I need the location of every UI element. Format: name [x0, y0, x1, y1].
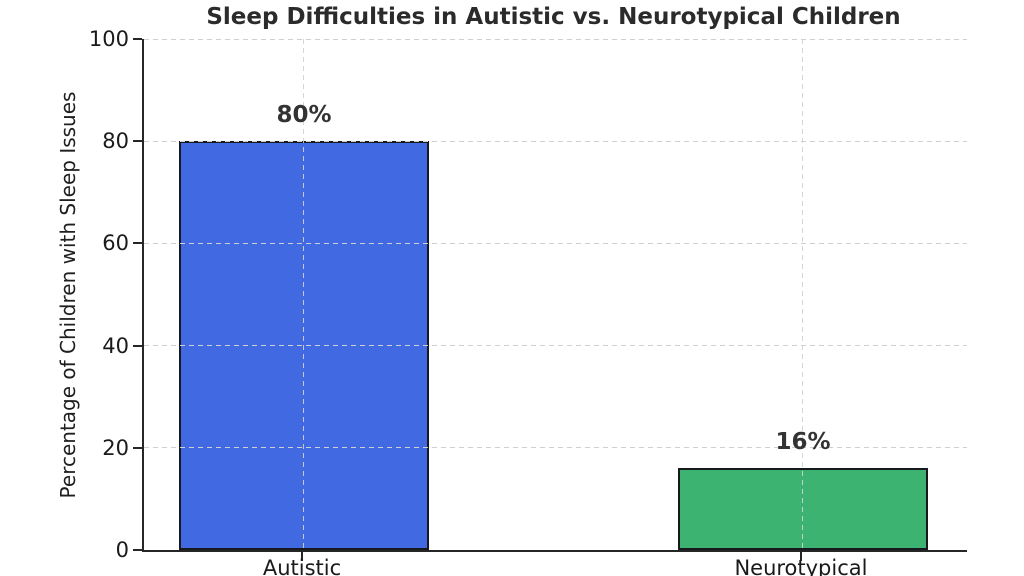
y-tick-mark-100: [133, 38, 142, 40]
grid-line-y-100: [144, 38, 967, 40]
grid-line-y-40: [144, 345, 967, 347]
y-tick-mark-40: [133, 344, 142, 347]
grid-line-y-20: [144, 447, 967, 449]
y-tick-label-40: 40: [102, 333, 129, 358]
y-tick-label-20: 20: [102, 435, 129, 460]
x-tick-label-neurotypical: Neurotypical: [734, 556, 868, 576]
y-tick-mark-80: [133, 140, 142, 143]
y-tick-label-80: 80: [102, 129, 129, 154]
x-tick-mark-neurotypical: [799, 552, 802, 561]
grid-line-x-autistic: [303, 39, 305, 550]
y-tick-label-60: 60: [102, 231, 129, 256]
chart-title: Sleep Difficulties in Autistic vs. Neuro…: [206, 4, 901, 30]
y-tick-mark-0: [133, 549, 142, 551]
x-tick-mark-autistic: [300, 552, 303, 561]
grid-line-y-60: [144, 242, 967, 244]
y-tick-mark-60: [133, 242, 142, 245]
bar-value-label-neurotypical: 16%: [775, 429, 831, 456]
plot-area: 80% 16%: [142, 38, 967, 552]
x-tick-label-autistic: Autistic: [262, 556, 342, 576]
grid-line-y-80: [144, 140, 967, 142]
y-tick-label-0: 0: [115, 538, 129, 562]
bar-value-label-autistic: 80%: [276, 102, 332, 129]
y-tick-label-100: 100: [88, 27, 129, 51]
y-tick-mark-20: [133, 446, 142, 449]
grid-line-x-neurotypical: [802, 39, 804, 550]
